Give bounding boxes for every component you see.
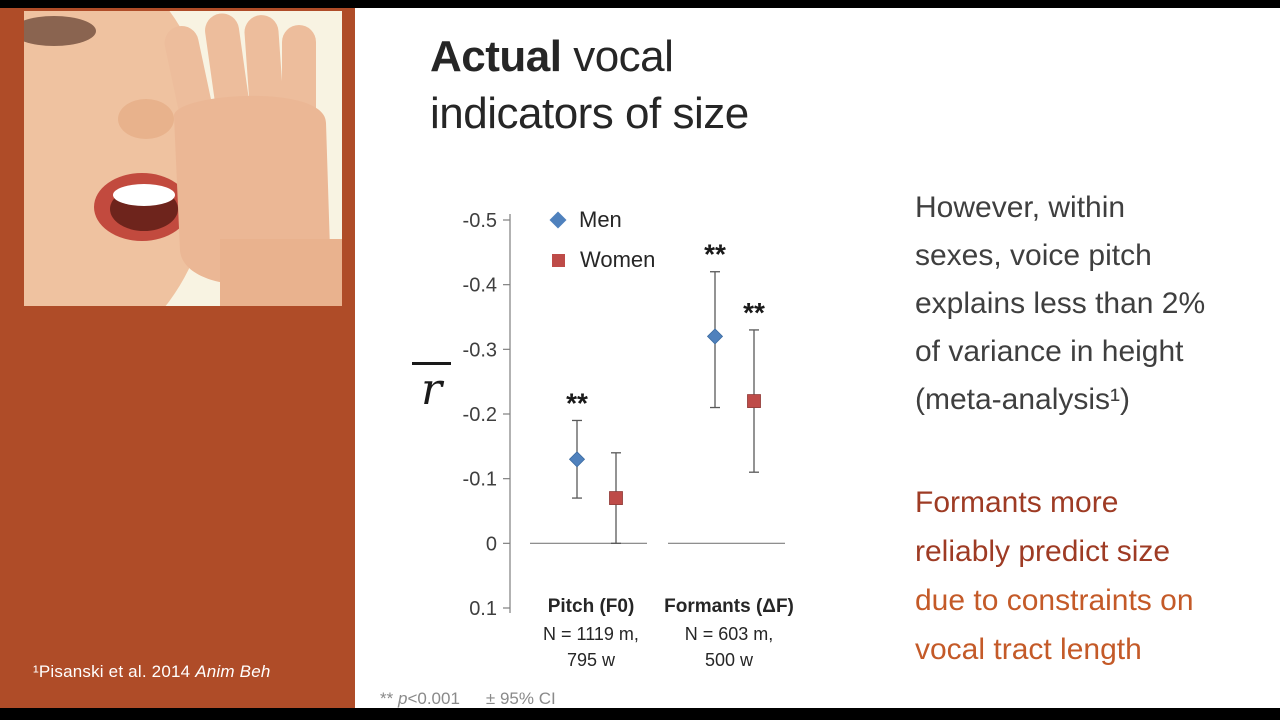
chart-footnote: ** p<0.001 ± 95% CI [380, 689, 556, 709]
legend-label-women: Women [580, 247, 656, 272]
wrist-shape [220, 239, 342, 306]
legend-label-men: Men [579, 207, 622, 232]
y-tick-label: -0.3 [463, 339, 497, 361]
ci-note: ± 95% CI [485, 689, 556, 708]
slide: ¹Pisanski et al. 2014 Anim Beh Actual vo… [0, 8, 1280, 708]
data-point-women [747, 394, 761, 408]
sample-size-label: N = 1119 m, [543, 624, 639, 644]
legend-item-women: Women [552, 240, 655, 280]
nose-shape [118, 99, 174, 139]
women-square-icon [552, 253, 565, 267]
mean-r-symbol: r [412, 362, 452, 413]
data-point-men [568, 451, 586, 468]
sample-size-label: 500 w [705, 650, 754, 670]
photo-whisper-illustration [24, 11, 342, 306]
category-label: Pitch (F0) [548, 596, 635, 617]
data-point-men [706, 328, 724, 345]
y-tick-label: 0.1 [469, 598, 497, 620]
citation-journal: Anim Beh [195, 662, 271, 681]
sample-size-label: 795 w [567, 650, 616, 670]
right-paragraph-pitch: However, within sexes, voice pitch expla… [915, 184, 1205, 424]
paragraph-line: sexes, voice pitch [915, 239, 1152, 272]
paragraph-line: Formants more [915, 486, 1119, 519]
teeth-shape [113, 184, 175, 206]
eye-shadow-shape [24, 16, 96, 46]
paragraph-line: due to constraints on [915, 584, 1194, 617]
men-diamond-icon [549, 211, 567, 229]
significance-stars: ** [380, 689, 394, 708]
p-threshold: <0.001 [407, 689, 460, 708]
y-tick-label: -0.5 [463, 210, 497, 232]
citation-text: ¹Pisanski et al. 2014 [33, 662, 196, 681]
y-tick-label: -0.4 [463, 275, 497, 297]
page-title: Actual vocal indicators of size [430, 28, 775, 142]
correlation-chart: -0.5 -0.4 -0.3 -0.2 -0.1 0 0.1 Pitch (F0) N = 11… [463, 210, 794, 670]
paragraph-line: (meta-analysis¹) [915, 383, 1131, 416]
y-tick-label: -0.1 [463, 469, 497, 491]
sample-size-label: N = 603 m, [685, 624, 774, 644]
chart-legend: Men Women [549, 200, 655, 280]
paragraph-line: of variance in height [915, 335, 1184, 368]
y-axis-label: r [412, 362, 452, 413]
category-label: Formants (ΔF) [664, 596, 794, 617]
right-paragraph-formants: Formants more reliably predict size due … [915, 478, 1194, 674]
y-tick-label: 0 [486, 533, 497, 555]
paragraph-line: explains less than 2% [915, 287, 1206, 320]
y-tick-label: -0.2 [463, 404, 497, 426]
palm-shape [174, 95, 330, 286]
paragraph-line: vocal tract length [915, 633, 1142, 666]
data-point-women [609, 491, 623, 505]
significance-stars: ** [566, 387, 588, 418]
page-title-emphasis: Actual [430, 32, 562, 81]
page-title-rest: vocal indicators of size [430, 32, 749, 138]
citation: ¹Pisanski et al. 2014 Anim Beh [33, 662, 271, 682]
paragraph-line: However, within [915, 191, 1126, 224]
significance-stars: ** [704, 239, 726, 270]
left-sidebar-panel: ¹Pisanski et al. 2014 Anim Beh [0, 8, 355, 708]
paragraph-line: reliably predict size [915, 535, 1171, 568]
photo-illustration-svg [24, 11, 342, 306]
p-symbol: p [397, 689, 408, 708]
significance-stars: ** [743, 297, 765, 328]
legend-item-men: Men [549, 200, 655, 240]
